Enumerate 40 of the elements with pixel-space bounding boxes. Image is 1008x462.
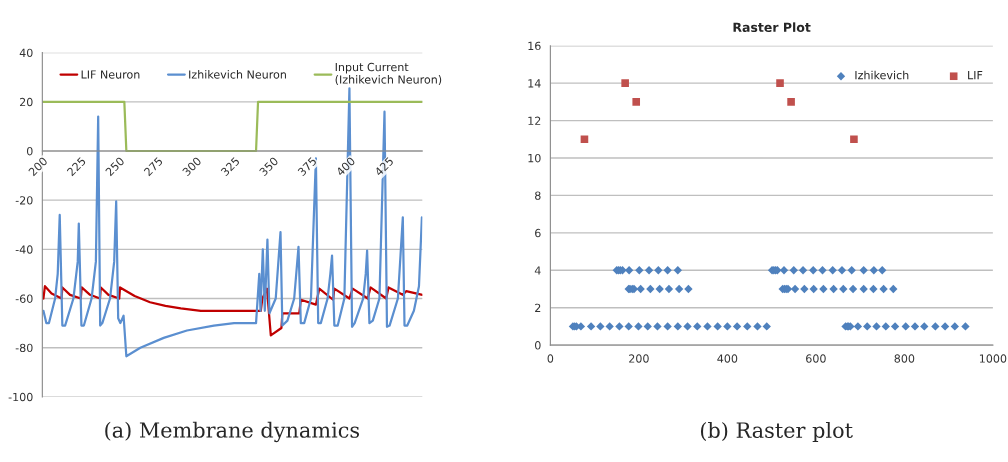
y-tick-label: -100 bbox=[8, 392, 33, 402]
y-tick-label: 2 bbox=[535, 303, 541, 312]
text: (b) Raster plot bbox=[700, 421, 853, 443]
y-tick-label: 16 bbox=[528, 41, 541, 51]
legend-label: Izhikevich bbox=[855, 70, 909, 80]
point bbox=[850, 135, 858, 144]
y-tick-label: 10 bbox=[528, 153, 541, 163]
legend-label: Izhikevich Neuron bbox=[189, 70, 286, 79]
y-tick-label: 6 bbox=[535, 228, 541, 238]
y-tick-label: 14 bbox=[528, 79, 541, 88]
y-tick-label: 20 bbox=[19, 97, 33, 107]
point bbox=[580, 135, 589, 144]
point bbox=[632, 98, 641, 106]
legend-label: LIF Neuron bbox=[81, 70, 140, 79]
y-tick-label: -60 bbox=[15, 294, 33, 303]
y-tick-label: 8 bbox=[535, 191, 541, 200]
x-tick-label: 800 bbox=[894, 354, 915, 363]
y-tick-label: 0 bbox=[26, 146, 33, 156]
legend-label: Input Current (Izhikevich Neuron) bbox=[335, 62, 442, 86]
x-tick-label: 425 bbox=[374, 156, 394, 177]
y-tick-label: -20 bbox=[15, 196, 33, 205]
x-tick-label: 200 bbox=[629, 354, 649, 363]
point bbox=[787, 98, 795, 106]
y-tick-label: -40 bbox=[15, 245, 33, 254]
y-tick-label: -80 bbox=[15, 343, 33, 353]
x-tick-label: 400 bbox=[335, 156, 356, 177]
legend-label: LIF bbox=[968, 71, 983, 80]
point bbox=[776, 79, 784, 87]
x-tick-label: 1000 bbox=[979, 354, 1007, 363]
text: (a) Membrane dynamics bbox=[105, 421, 360, 443]
y-tick-label: 0 bbox=[535, 341, 541, 350]
x-tick-label: 0 bbox=[547, 354, 554, 363]
point bbox=[621, 79, 629, 87]
x-tick-label: 400 bbox=[717, 354, 738, 363]
chart-title: Raster Plot bbox=[733, 22, 811, 33]
y-tick-label: 4 bbox=[534, 266, 541, 275]
line-series bbox=[42, 285, 423, 337]
x-tick-label: 600 bbox=[806, 354, 826, 363]
y-tick-label: 40 bbox=[19, 48, 33, 58]
y-tick-label: 12 bbox=[528, 116, 541, 125]
